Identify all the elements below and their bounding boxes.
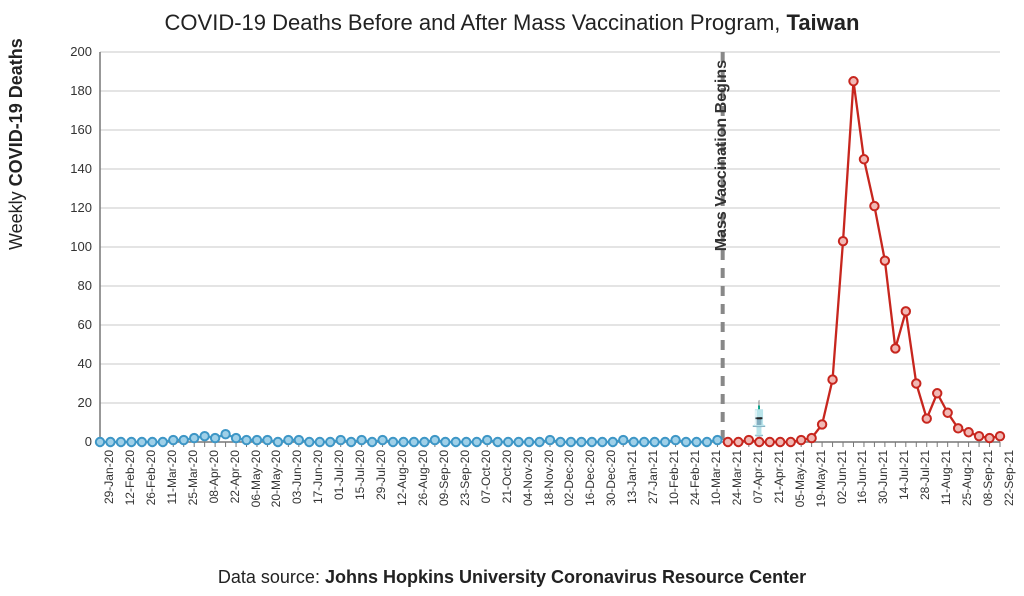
y-tick-label: 140 [62, 161, 92, 176]
x-tick-label: 29-Jan-20 [102, 450, 116, 510]
source-prefix: Data source: [218, 567, 325, 587]
x-tick-label: 20-May-20 [269, 450, 283, 510]
x-tick-label: 28-Jul-21 [918, 450, 932, 510]
x-tick-label: 08-Apr-20 [207, 450, 221, 510]
x-tick-label: 19-May-21 [814, 450, 828, 510]
x-tick-label: 30-Jun-21 [876, 450, 890, 510]
y-tick-label: 120 [62, 200, 92, 215]
y-tick-label: 20 [62, 395, 92, 410]
x-tick-label: 13-Jan-21 [625, 450, 639, 510]
title-prefix: COVID-19 Deaths Before and After Mass Va… [165, 10, 787, 35]
y-tick-label: 60 [62, 317, 92, 332]
x-tick-label: 06-May-20 [249, 450, 263, 510]
x-tick-label: 24-Feb-21 [688, 450, 702, 510]
x-tick-label: 15-Jul-20 [353, 450, 367, 510]
x-tick-label: 23-Sep-20 [458, 450, 472, 510]
x-tick-label: 26-Aug-20 [416, 450, 430, 510]
y-axis-label: Weekly COVID-19 Deaths [6, 38, 27, 250]
x-tick-label: 11-Mar-20 [165, 450, 179, 510]
x-tick-label: 10-Feb-21 [667, 450, 681, 510]
x-tick-label: 30-Dec-20 [604, 450, 618, 510]
x-tick-label: 24-Mar-21 [730, 450, 744, 510]
title-bold: Taiwan [787, 10, 860, 35]
x-tick-label: 29-Jul-20 [374, 450, 388, 510]
chart-title: COVID-19 Deaths Before and After Mass Va… [0, 10, 1024, 36]
y-tick-label: 160 [62, 122, 92, 137]
x-tick-label: 21-Apr-21 [772, 450, 786, 510]
chart-container: COVID-19 Deaths Before and After Mass Va… [0, 0, 1024, 596]
x-tick-label: 07-Oct-20 [479, 450, 493, 510]
x-tick-label: 11-Aug-21 [939, 450, 953, 510]
x-tick-label: 03-Jun-20 [290, 450, 304, 510]
x-tick-label: 05-May-21 [793, 450, 807, 510]
x-tick-label: 07-Apr-21 [751, 450, 765, 510]
x-tick-label: 18-Nov-20 [542, 450, 556, 510]
x-tick-label: 16-Dec-20 [583, 450, 597, 510]
y-tick-label: 40 [62, 356, 92, 371]
y-tick-label: 180 [62, 83, 92, 98]
x-tick-label: 02-Jun-21 [835, 450, 849, 510]
x-tick-label: 16-Jun-21 [855, 450, 869, 510]
x-tick-label: 09-Sep-20 [437, 450, 451, 510]
x-tick-label: 12-Feb-20 [123, 450, 137, 510]
x-tick-label: 04-Nov-20 [521, 450, 535, 510]
chart-svg [60, 42, 1010, 482]
x-tick-label: 14-Jul-21 [897, 450, 911, 510]
ylabel-bold: COVID-19 Deaths [6, 38, 26, 186]
x-tick-label: 08-Sep-21 [981, 450, 995, 510]
y-tick-label: 100 [62, 239, 92, 254]
x-tick-label: 25-Aug-21 [960, 450, 974, 510]
x-tick-label: 26-Feb-20 [144, 450, 158, 510]
data-source: Data source: Johns Hopkins University Co… [0, 567, 1024, 588]
x-tick-label: 22-Apr-20 [228, 450, 242, 510]
x-tick-label: 27-Jan-21 [646, 450, 660, 510]
x-tick-label: 21-Oct-20 [500, 450, 514, 510]
x-tick-label: 25-Mar-20 [186, 450, 200, 510]
y-tick-label: 0 [62, 434, 92, 449]
vaccination-annotation: Mass Vaccination Begins [713, 60, 731, 260]
x-tick-label: 10-Mar-21 [709, 450, 723, 510]
y-tick-label: 200 [62, 44, 92, 59]
x-tick-label: 12-Aug-20 [395, 450, 409, 510]
source-bold: Johns Hopkins University Coronavirus Res… [325, 567, 806, 587]
x-tick-label: 17-Jun-20 [311, 450, 325, 510]
x-tick-label: 22-Sep-21 [1002, 450, 1016, 510]
x-tick-label: 01-Jul-20 [332, 450, 346, 510]
y-tick-label: 80 [62, 278, 92, 293]
ylabel-prefix: Weekly [6, 186, 26, 250]
x-tick-label: 02-Dec-20 [562, 450, 576, 510]
